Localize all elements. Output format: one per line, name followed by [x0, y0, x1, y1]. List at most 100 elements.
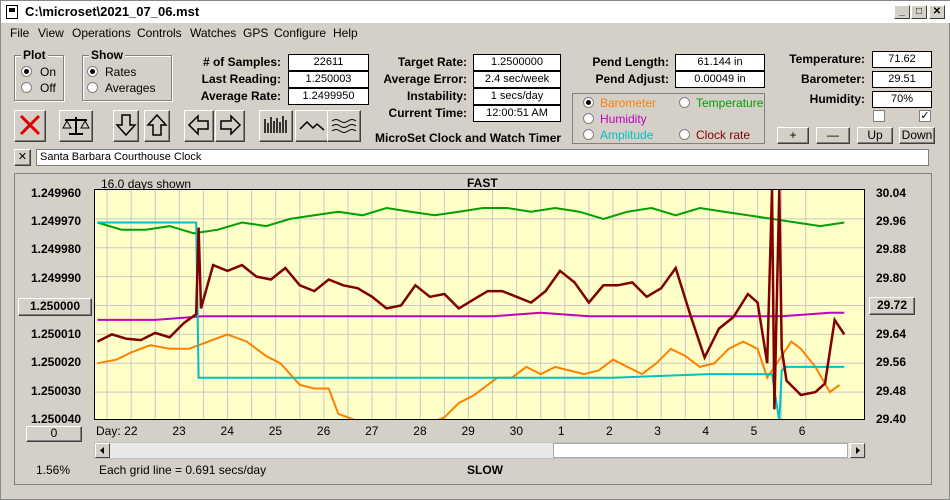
- plot-group: Plot: [14, 48, 64, 101]
- temperature-field: 71.62: [872, 51, 932, 68]
- y-left-tick: 1.249960: [31, 186, 82, 200]
- scroll-left-button[interactable]: [184, 110, 214, 142]
- day-tick-label: 27: [365, 424, 379, 438]
- scroll-right-button[interactable]: [215, 110, 245, 142]
- bar-view-button[interactable]: [259, 110, 293, 142]
- down-button[interactable]: Down: [899, 127, 935, 144]
- plot-off-radio[interactable]: [21, 82, 32, 93]
- show-group: Show: [82, 48, 172, 101]
- plot-on-radio[interactable]: [21, 66, 32, 77]
- overlay-clock-rate-radio[interactable]: [679, 129, 690, 140]
- menu-file[interactable]: File: [10, 26, 30, 40]
- fast-label: FAST: [467, 176, 498, 190]
- plot-group-label: Plot: [21, 48, 48, 62]
- menu-help[interactable]: Help: [333, 26, 358, 40]
- chart-scrollbar[interactable]: [94, 442, 866, 459]
- pend-adjust-label: Pend Adjust:: [595, 72, 669, 86]
- app-icon: [6, 5, 18, 19]
- y-left-tick: 1.250030: [31, 384, 82, 398]
- day-tick-label: 4: [702, 424, 710, 438]
- clock-name-field[interactable]: Santa Barbara Courthouse Clock: [36, 149, 929, 166]
- percent-label: 1.56%: [36, 463, 71, 477]
- day-tick-label: 28: [413, 424, 427, 438]
- y-right-tick: 29.64: [876, 327, 907, 341]
- average-error-label: Average Error:: [383, 72, 467, 86]
- scroll-thumb[interactable]: [553, 443, 848, 458]
- y-right-tick: 29.56: [876, 355, 907, 369]
- up-button[interactable]: Up: [857, 127, 893, 144]
- stop-button[interactable]: [14, 110, 46, 142]
- rate-chart-svg: [95, 190, 864, 419]
- y-right-tick: 29.40: [876, 412, 907, 426]
- chart-panel: [14, 173, 932, 485]
- balance-button[interactable]: [59, 110, 93, 142]
- red-x-icon: [19, 114, 41, 136]
- caret-left-icon: [100, 447, 104, 454]
- maximize-button[interactable]: □: [911, 5, 927, 19]
- menu-view[interactable]: View: [38, 26, 64, 40]
- arrow-up-icon: [146, 113, 168, 136]
- y-right-tick: 29.88: [876, 242, 907, 256]
- line-view-button[interactable]: [295, 110, 329, 142]
- day-tick-label: 5: [750, 424, 758, 438]
- y-right-tick: 29.96: [876, 214, 907, 228]
- day-tick-label: 30: [509, 424, 523, 438]
- day-tick-label: 6: [798, 424, 806, 438]
- minimize-button[interactable]: _: [894, 5, 910, 19]
- average-rate-field: 1.2499950: [288, 88, 369, 105]
- center-overlay-button[interactable]: 29.72: [869, 297, 915, 315]
- humidity-checked-checkbox[interactable]: ✓: [919, 110, 931, 122]
- y-left-tick: 1.250040: [31, 412, 82, 426]
- menu-gps[interactable]: GPS: [243, 26, 269, 40]
- day-tick-label: 1: [557, 424, 565, 438]
- last-reading-field: 1.250003: [288, 71, 369, 88]
- minus-button[interactable]: —: [816, 127, 850, 144]
- overlay-temperature-radio[interactable]: [679, 97, 690, 108]
- move-up-button[interactable]: [144, 110, 170, 142]
- menu-controls[interactable]: Controls: [137, 26, 182, 40]
- day-tick-label: 29: [461, 424, 475, 438]
- scroll-right-arrow[interactable]: [850, 443, 865, 458]
- y-right-tick: 30.04: [876, 186, 907, 200]
- show-averages-radio[interactable]: [87, 82, 98, 93]
- y-left-tick: 1.250020: [31, 355, 82, 369]
- y-left-tick: 1.250010: [31, 327, 82, 341]
- day-tick-label: 2: [606, 424, 613, 438]
- move-down-button[interactable]: [113, 110, 139, 142]
- zero-button[interactable]: 0: [26, 426, 82, 442]
- overlay-clock-rate-label: Clock rate: [696, 128, 751, 142]
- average-error-field: 2.4 sec/week: [473, 71, 561, 88]
- current-time-label: Current Time:: [388, 106, 467, 120]
- show-group-label: Show: [89, 48, 125, 62]
- arrow-right-icon: [220, 114, 242, 136]
- menu-operations[interactable]: Operations: [72, 26, 131, 40]
- clear-name-button[interactable]: ✕: [14, 149, 31, 166]
- arrow-left-icon: [187, 114, 209, 136]
- pend-adjust-field: 0.00049 in: [675, 71, 765, 88]
- wave-view-button[interactable]: [327, 110, 361, 142]
- menu-configure[interactable]: Configure: [274, 26, 327, 40]
- overlay-barometer-label: Barometer: [600, 96, 657, 110]
- instability-field: 1 secs/day: [473, 88, 561, 105]
- menu-watches[interactable]: Watches: [190, 26, 237, 40]
- center-rate-button[interactable]: 1.250000: [18, 298, 92, 316]
- y-right-tick: 29.80: [876, 271, 907, 285]
- samples-field: 22611: [288, 54, 369, 71]
- close-window-button[interactable]: ✕: [929, 5, 945, 19]
- rate-chart: [94, 189, 865, 420]
- overlay-barometer-radio[interactable]: [583, 97, 594, 108]
- show-averages-label: Averages: [105, 81, 156, 95]
- y-left-tick: 1.249970: [31, 214, 82, 228]
- series-humidity: [97, 311, 845, 321]
- show-rates-radio[interactable]: [87, 66, 98, 77]
- arrow-down-icon: [115, 114, 137, 137]
- scroll-left-arrow[interactable]: [95, 443, 110, 458]
- overlay-amplitude-radio[interactable]: [583, 129, 594, 140]
- humidity-checkbox[interactable]: [873, 110, 885, 122]
- plus-button[interactable]: +: [777, 127, 809, 144]
- caret-right-icon: [856, 447, 860, 454]
- menu-bar: File View Operations Controls Watches GP…: [1, 23, 950, 43]
- y-left-tick: 1.249980: [31, 242, 82, 256]
- overlay-humidity-radio[interactable]: [583, 113, 594, 124]
- series-temperature: [97, 206, 845, 235]
